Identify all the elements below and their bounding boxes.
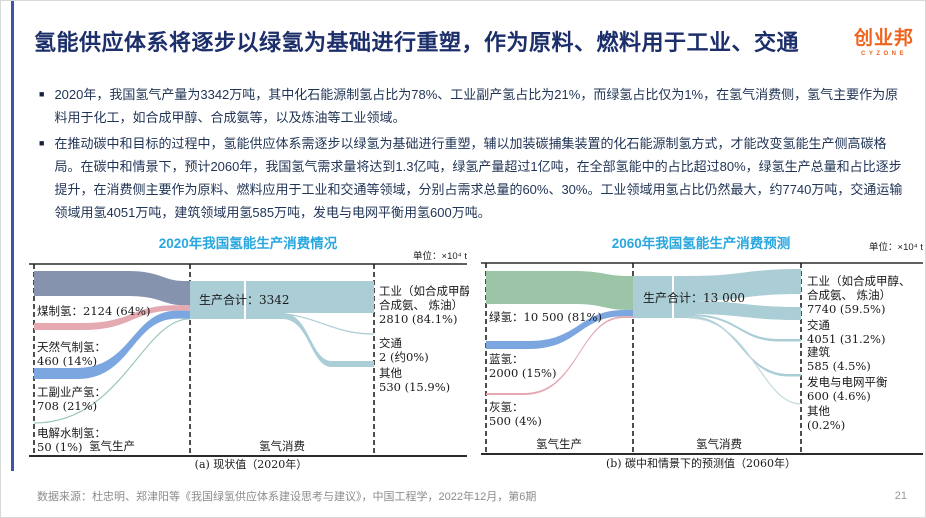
sankey-flow-other	[688, 317, 802, 405]
sankey-chart-2020: 煤制氢：2124 (64%) 天然气制氢： 460 (14%) 工副业产氢： 7…	[29, 263, 469, 471]
label-electrolysis-2: 50 (1%)	[37, 440, 83, 454]
bullet-text-1: 2020年，我国氢气产量为3342万吨，其中化石能源制氢占比为78%、工业副产氢…	[54, 87, 899, 125]
label-power-2: 600 (4.6%)	[807, 389, 871, 403]
label-power-1: 发电与电网平衡	[807, 375, 888, 389]
label-other-2: 530 (15.9%)	[379, 380, 450, 394]
label-other-2: (0.2%)	[807, 418, 845, 432]
label-building-1: 建筑	[807, 345, 830, 359]
bullet-text-2: 在推动碳中和目标的过程中，氢能供应体系需逐步以绿氢为基础进行重塑，辅以加装碳捕集…	[54, 136, 903, 220]
label-other-1: 其他	[379, 366, 402, 380]
axis-label-consumption: 氢气消费	[696, 437, 742, 451]
sankey-flow-power-grid	[689, 316, 801, 377]
label-transport-1: 交通	[807, 318, 830, 332]
axis-label-production: 氢气生产	[536, 437, 582, 451]
label-blue-hydrogen-2: 2000 (15%)	[489, 366, 556, 380]
sankey-flow-blue-hydrogen	[486, 310, 633, 349]
label-industry-2: 合成氨、 炼油）	[807, 288, 891, 302]
label-gas-1: 天然气制氢：	[37, 340, 106, 354]
label-grey-hydrogen-2: 500 (4%)	[489, 414, 542, 428]
label-grey-hydrogen-1: 灰氢：	[489, 400, 524, 414]
logo-text-en: CYZONE	[860, 51, 907, 57]
label-building-2: 585 (4.5%)	[807, 359, 871, 373]
logo-text-cn: 创业邦	[853, 28, 914, 49]
chart-title-2060: 2060年我国氢能生产消费预测	[611, 236, 791, 251]
sankey-flow-coal	[34, 271, 190, 306]
label-transport-2: 2 (约0%)	[379, 350, 429, 364]
unit-label-2020: 单位：×10⁴ t	[413, 251, 467, 262]
sankey-flow-natural-gas	[34, 305, 190, 330]
label-electrolysis-1: 电解水制氢：	[37, 426, 106, 440]
label-production-total: 生产合计：13 000	[643, 290, 745, 305]
sankey-flow-transport	[689, 301, 801, 320]
page-number: 21	[894, 490, 907, 502]
label-industry-3: 2810 (84.1%)	[379, 312, 457, 326]
bullet-square-icon: ■	[39, 89, 45, 99]
left-accent-bar	[11, 1, 14, 471]
sankey-flow-total-industry	[190, 281, 374, 319]
sankey-flow-transport	[266, 312, 375, 335]
label-transport-1: 交通	[379, 336, 402, 350]
page-title: 氢能供应体系将逐步以绿氢为基础进行重塑，作为原料、燃料用于工业、交通	[34, 30, 800, 55]
axis-label-consumption: 氢气消费	[259, 439, 305, 453]
label-industry-1: 工业（如合成甲醇、	[379, 284, 469, 298]
sankey-flow-other	[267, 313, 374, 367]
bullet-list: ■ 2020年，我国氢气产量为3342万吨，其中化石能源制氢占比为78%、工业副…	[37, 83, 911, 227]
label-production-total: 生产合计：3342	[199, 292, 290, 307]
unit-label-2060: 单位：×10⁴ t	[869, 242, 923, 253]
sankey-flow-green-hydrogen	[486, 271, 633, 310]
sankey-chart-2060: 绿氢：10 500 (81%) 蓝氢： 2000 (15%) 灰氢： 500 (…	[481, 262, 923, 470]
label-byproduct-2: 708 (21%)	[37, 399, 97, 413]
list-item: ■ 在推动碳中和目标的过程中，氢能供应体系需逐步以绿氢为基础进行重塑，辅以加装碳…	[37, 132, 911, 224]
label-industry-2: 合成氨、 炼油）	[379, 298, 463, 312]
chart-caption-2060: (b) 碳中和情景下的预测值（2060年）	[606, 456, 796, 470]
label-blue-hydrogen-1: 蓝氢：	[489, 352, 524, 366]
data-source-note: 数据来源：杜忠明、郑津阳等《我国绿氢供应体系建设思考与建议》，中国工程学，202…	[37, 491, 537, 503]
chart-caption-2020: (a) 现状值（2020年）	[195, 457, 308, 471]
sankey-flow-grey-hydrogen	[486, 316, 633, 395]
label-coal: 煤制氢：2124 (64%)	[37, 304, 150, 318]
sankey-flow-electrolysis	[33, 318, 191, 424]
bullet-square-icon: ■	[39, 138, 45, 148]
label-industry-1: 工业（如合成甲醇、	[807, 274, 911, 288]
label-gas-2: 460 (14%)	[37, 354, 97, 368]
label-industry-3: 7740 (59.5%)	[807, 302, 885, 316]
label-transport-2: 4051 (31.2%)	[807, 332, 885, 346]
axis-label-production: 氢气生产	[89, 439, 135, 453]
sankey-flow-industry	[689, 269, 801, 301]
list-item: ■ 2020年，我国氢气产量为3342万吨，其中化石能源制氢占比为78%、工业副…	[37, 83, 911, 129]
label-other-1: 其他	[807, 404, 830, 418]
label-byproduct-1: 工副业产氢：	[37, 385, 106, 399]
sankey-flow-byproduct	[34, 310, 190, 379]
chart-title-2020: 2020年我国氢能生产消费情况	[158, 236, 338, 251]
cyzone-logo: 创业邦 CYZONE	[846, 23, 922, 57]
sankey-flow-total	[633, 276, 689, 318]
label-green-hydrogen: 绿氢：10 500 (81%)	[489, 310, 602, 324]
